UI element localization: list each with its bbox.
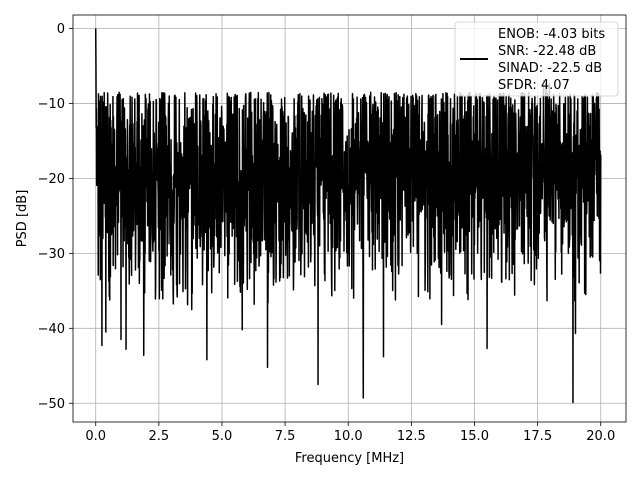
x-tick-label: 12.5 bbox=[397, 429, 426, 444]
x-axis-label: Frequency [MHz] bbox=[295, 451, 404, 466]
plot-frame bbox=[72, 14, 627, 423]
x-tick-label: 0.0 bbox=[85, 429, 106, 444]
x-tick-label: 20.0 bbox=[586, 429, 615, 444]
legend-entry-sinad: SINAD: -22.5 dB bbox=[498, 61, 602, 76]
y-tick-label: −30 bbox=[38, 247, 65, 262]
psd-series bbox=[94, 28, 602, 404]
x-tick-label: 10.0 bbox=[334, 429, 363, 444]
legend: ENOB: -4.03 bits SNR: -22.48 dB SINAD: -… bbox=[454, 21, 619, 97]
axes bbox=[72, 14, 627, 423]
y-tick-label: −20 bbox=[38, 172, 65, 187]
y-tick-label: −50 bbox=[38, 397, 65, 412]
y-tick-label: −40 bbox=[38, 322, 65, 337]
x-tick-label: 7.5 bbox=[275, 429, 296, 444]
x-tick-label: 17.5 bbox=[523, 429, 552, 444]
y-tick-label: −10 bbox=[38, 97, 65, 112]
x-tick-label: 5.0 bbox=[212, 429, 233, 444]
legend-box bbox=[454, 21, 619, 97]
x-tick-label: 2.5 bbox=[149, 429, 170, 444]
legend-entry-enob: ENOB: -4.03 bits bbox=[498, 27, 605, 42]
legend-entry-sfdr: SFDR: 4.07 bbox=[498, 78, 570, 93]
y-axis-label: PSD [dB] bbox=[15, 190, 30, 248]
psd-line bbox=[94, 28, 602, 404]
x-tick-label: 15.0 bbox=[460, 429, 489, 444]
legend-entry-snr: SNR: -22.48 dB bbox=[498, 44, 596, 59]
x-ticks: 0.0 2.5 5.0 7.5 10.0 12.5 15.0 17.5 20.0 bbox=[85, 422, 615, 444]
y-ticks: 0 −10 −20 −30 −40 −50 bbox=[38, 22, 73, 412]
y-tick-label: 0 bbox=[57, 22, 65, 37]
